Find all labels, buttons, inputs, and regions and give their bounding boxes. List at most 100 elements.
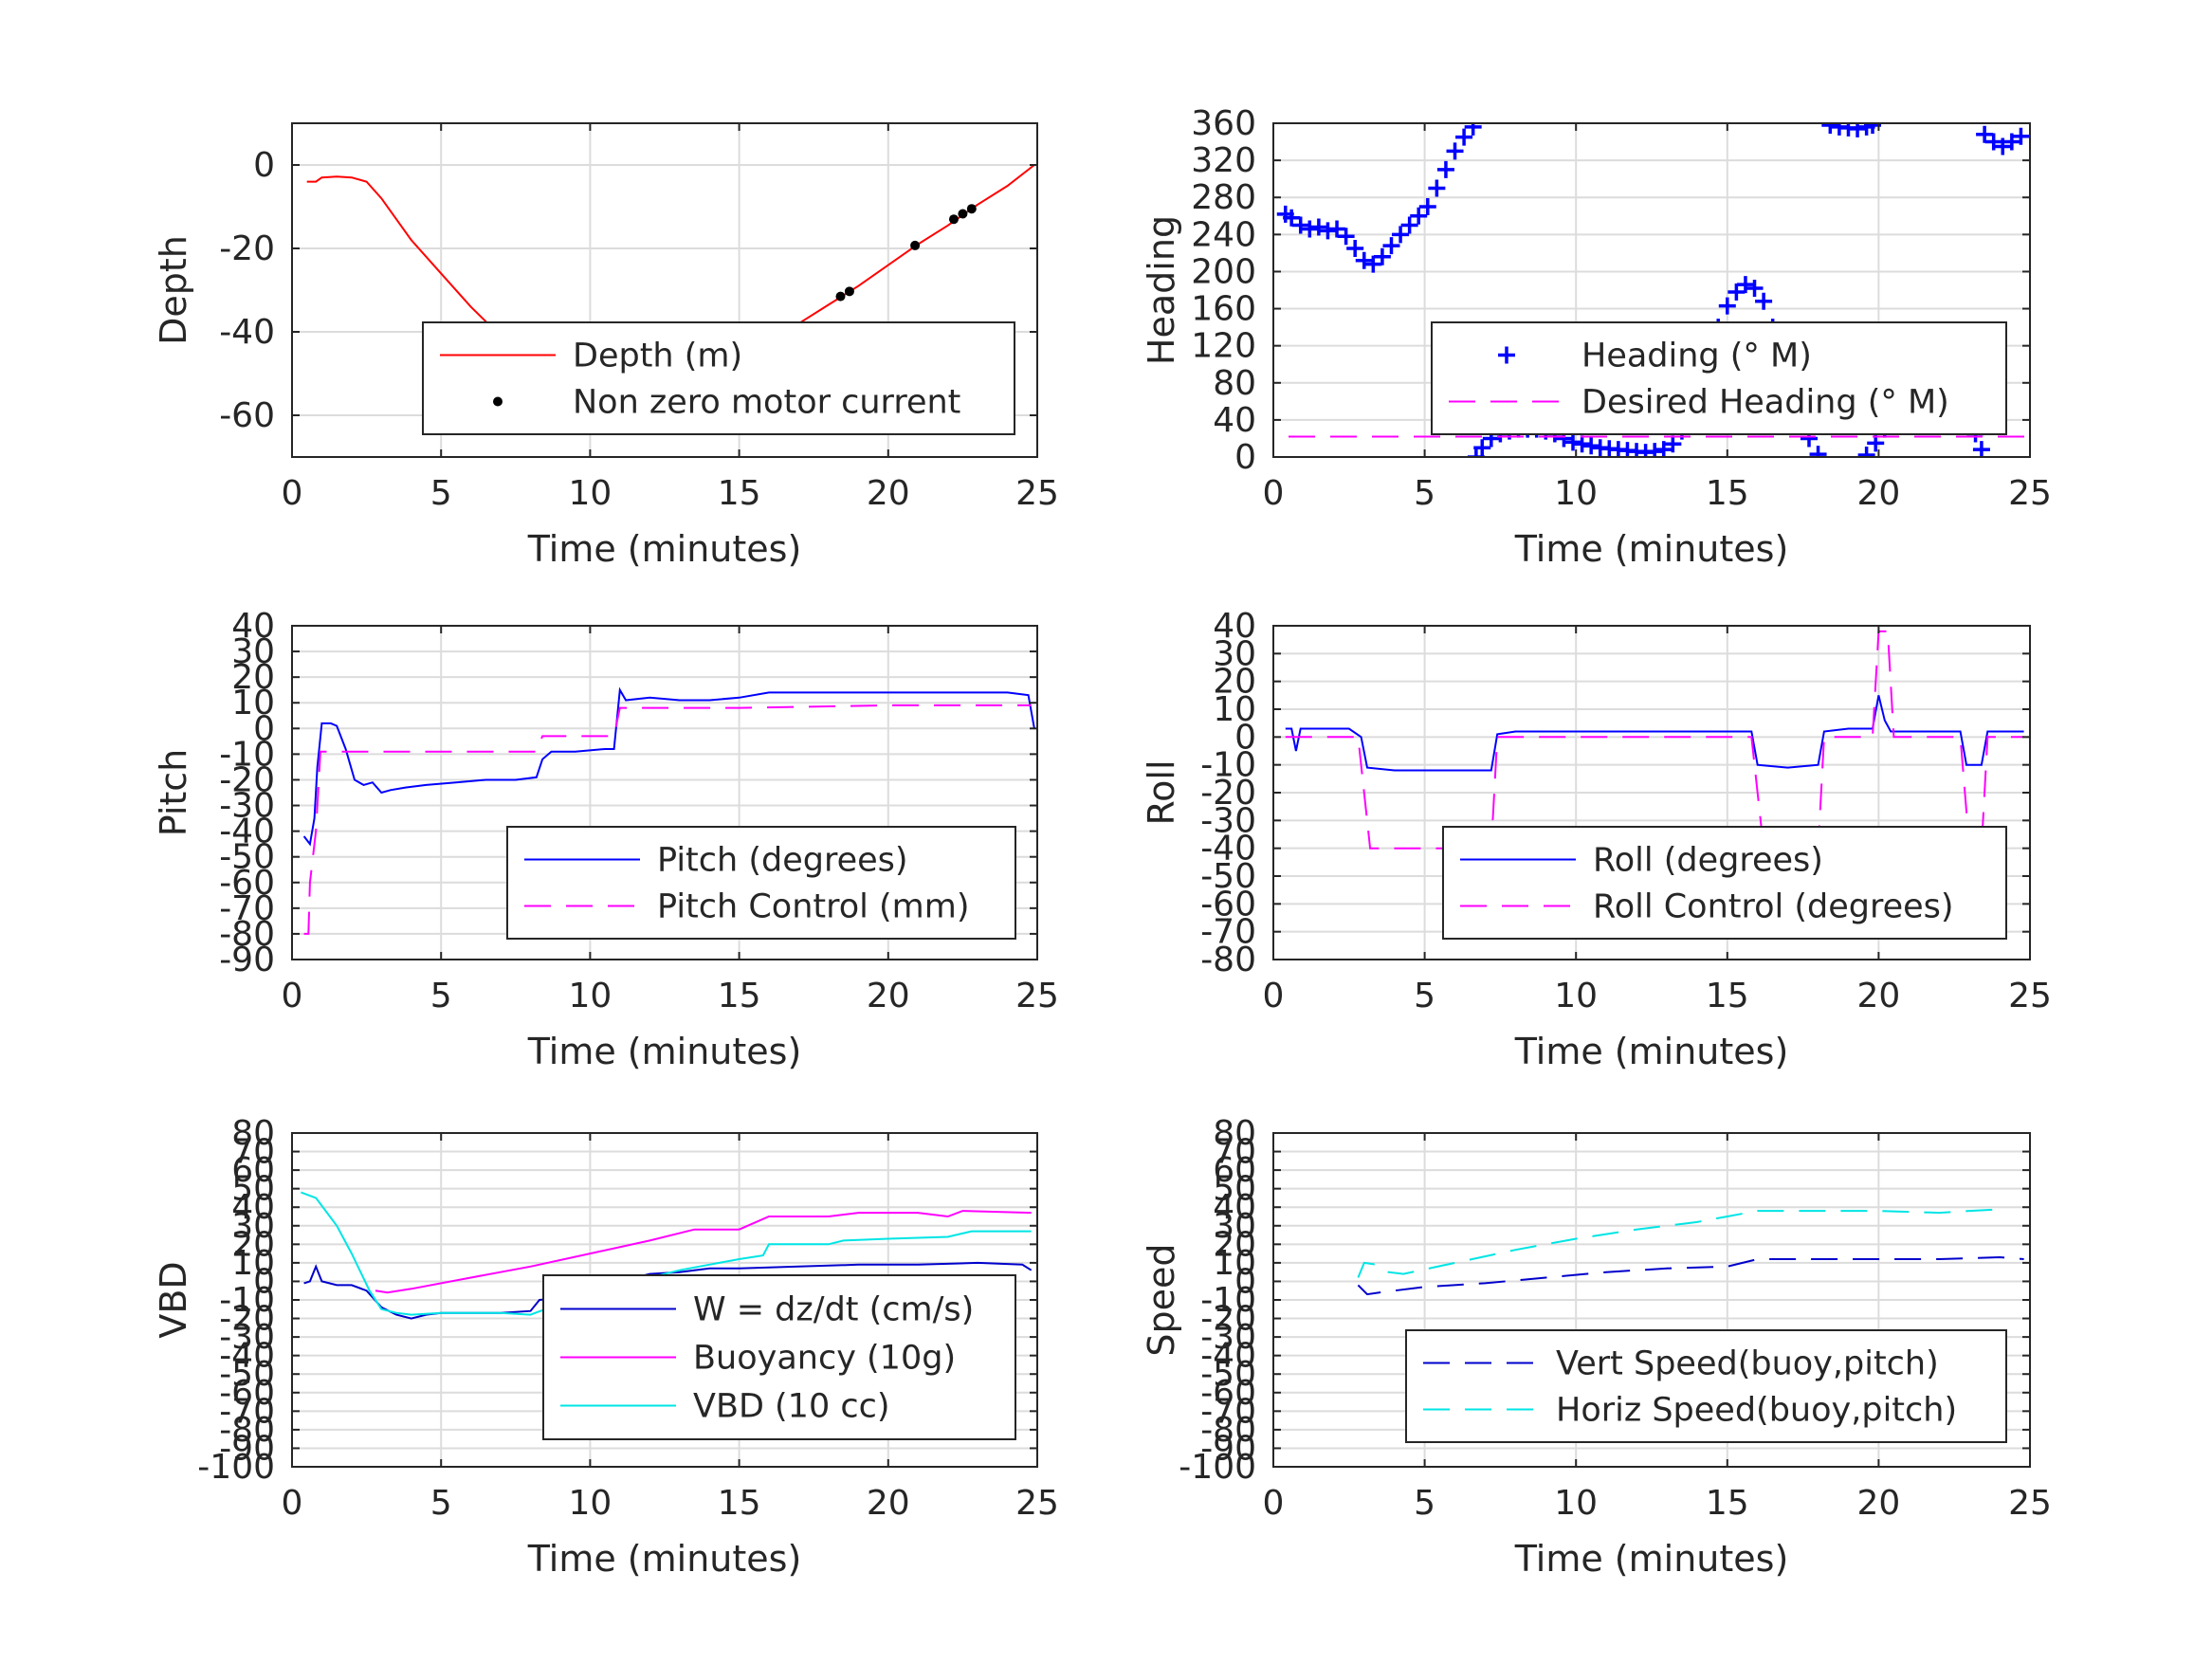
axes-box [291, 122, 1038, 458]
series-1-point [1364, 255, 1382, 273]
legend-box [422, 321, 1015, 435]
y-tick-label: -20 [1200, 774, 1256, 813]
y-tick-label: 0 [253, 1262, 275, 1301]
legend-label: Buoyancy (10g) [693, 1340, 956, 1378]
y-tick-label: 0 [1234, 438, 1256, 477]
series-1-point [1573, 435, 1591, 453]
legend-label: Desired Heading (° M) [1581, 384, 1949, 422]
series-2-point [958, 209, 968, 219]
legend-box [506, 826, 1016, 940]
subplot-1: 0 5 10 15 20 25 0 -20 -40 -60 Time (minutes) Depth D… [153, 122, 1059, 570]
x-tick-label: 5 [430, 474, 452, 513]
x-axis-label: Time (minutes) [527, 1538, 802, 1580]
y-tick-label: -90 [219, 941, 275, 979]
series-2-point [948, 214, 959, 225]
legend-label: VBD (10 cc) [693, 1388, 890, 1426]
y-tick-label: 20 [1213, 663, 1256, 702]
x-tick-label: 25 [1015, 1484, 1059, 1523]
y-tick-label: -60 [1200, 1374, 1256, 1413]
x-tick-label: 0 [282, 977, 303, 1015]
legend-label: Heading (° M) [1581, 338, 1812, 375]
y-tick-label: -10 [1200, 1281, 1256, 1320]
x-tick-label: 20 [867, 474, 910, 513]
y-tick-label: 40 [231, 1188, 275, 1227]
series-1-point [1455, 128, 1473, 146]
series-1-point [1664, 435, 1682, 453]
x-tick-label: 20 [867, 1484, 910, 1523]
series-2-line [375, 1210, 1032, 1294]
x-tick-label: 15 [1706, 977, 1749, 1015]
y-tick-label: -80 [219, 1411, 275, 1450]
y-tick-label: 80 [231, 1114, 275, 1153]
x-tick-label: 0 [1263, 1484, 1285, 1523]
y-tick-label: 80 [1213, 1114, 1256, 1153]
y-tick-label: -50 [1200, 1355, 1256, 1394]
x-axis-label: Time (minutes) [1514, 1538, 1789, 1580]
y-tick-label: 320 [1191, 141, 1256, 180]
y-tick-label: 10 [1213, 690, 1256, 729]
legend-label: Pitch (degrees) [657, 842, 908, 880]
x-tick-label: 10 [568, 474, 612, 513]
series-2-point [835, 291, 846, 302]
x-tick-label: 0 [1263, 474, 1285, 513]
y-tick-label: 0 [1234, 718, 1256, 757]
y-tick-label: -10 [1200, 746, 1256, 785]
x-tick-label: 15 [718, 977, 761, 1015]
legend-label: Horiz Speed(buoy,pitch) [1556, 1392, 1957, 1430]
y-tick-label: -40 [1200, 1337, 1256, 1376]
x-tick-label: 10 [568, 977, 612, 1015]
y-tick-label: -70 [1200, 1392, 1256, 1431]
series-1-point [1473, 439, 1491, 457]
series-1-point [1301, 220, 1319, 238]
y-tick-label: -20 [219, 229, 275, 268]
y-tick-label: -40 [219, 1337, 275, 1376]
series-1-point [1857, 447, 1875, 457]
series-1-line [302, 686, 1035, 847]
series-1-point [1646, 443, 1664, 457]
legend: Vert Speed(buoy,pitch) Horiz Speed(buoy,p… [1405, 1329, 2007, 1443]
x-tick-label: 15 [718, 1484, 761, 1523]
y-tick-label: 10 [1213, 1244, 1256, 1283]
y-tick-label: 0 [1234, 1262, 1256, 1301]
y-tick-label: -70 [219, 1392, 275, 1431]
series-1-point [1849, 123, 1867, 137]
y-tick-label: 160 [1191, 290, 1256, 329]
y-tick-label: 20 [1213, 1225, 1256, 1264]
series-2-line [1357, 1208, 2006, 1278]
y-tick-label: -80 [1200, 1411, 1256, 1450]
y-tick-label: 40 [1213, 607, 1256, 646]
series-1-point [1346, 240, 1364, 257]
series-1-point [1418, 198, 1436, 215]
x-axis-label: Time (minutes) [527, 1031, 802, 1072]
series-1-point [1337, 228, 1355, 246]
legend-label: Pitch Control (mm) [657, 888, 969, 926]
y-tick-label: -20 [219, 760, 275, 799]
y-tick-label: -10 [219, 735, 275, 774]
y-tick-label: 10 [231, 684, 275, 722]
y-tick-label: -80 [1200, 941, 1256, 979]
series-2-line [1285, 630, 2024, 850]
y-tick-label: -10 [219, 1281, 275, 1320]
legend-label: Roll Control (degrees) [1593, 888, 1954, 926]
series-1-line [1285, 695, 2024, 772]
y-tick-label: 70 [1213, 1133, 1256, 1172]
x-tick-label: 25 [1015, 474, 1059, 513]
y-tick-label: 0 [253, 146, 275, 185]
legend-box [1442, 826, 2007, 940]
legend: Roll (degrees) Roll Control (degrees) [1442, 826, 2007, 940]
series-1-line [1357, 1255, 2024, 1296]
y-tick-label: -60 [219, 864, 275, 903]
y-axis-label: Pitch [153, 749, 194, 837]
series-1-point [1373, 247, 1391, 265]
y-tick-label: 10 [231, 1244, 275, 1283]
y-tick-label: 200 [1191, 252, 1256, 291]
series-1-point [1400, 216, 1418, 234]
x-tick-label: 25 [1015, 977, 1059, 1015]
y-tick-label: -80 [219, 915, 275, 954]
x-tick-label: 20 [1856, 474, 1900, 513]
series-1-point [1654, 441, 1673, 457]
series-2-point [844, 286, 854, 297]
y-tick-label: 0 [253, 709, 275, 748]
series-1-point [1382, 237, 1400, 255]
x-tick-label: 5 [1414, 1484, 1435, 1523]
